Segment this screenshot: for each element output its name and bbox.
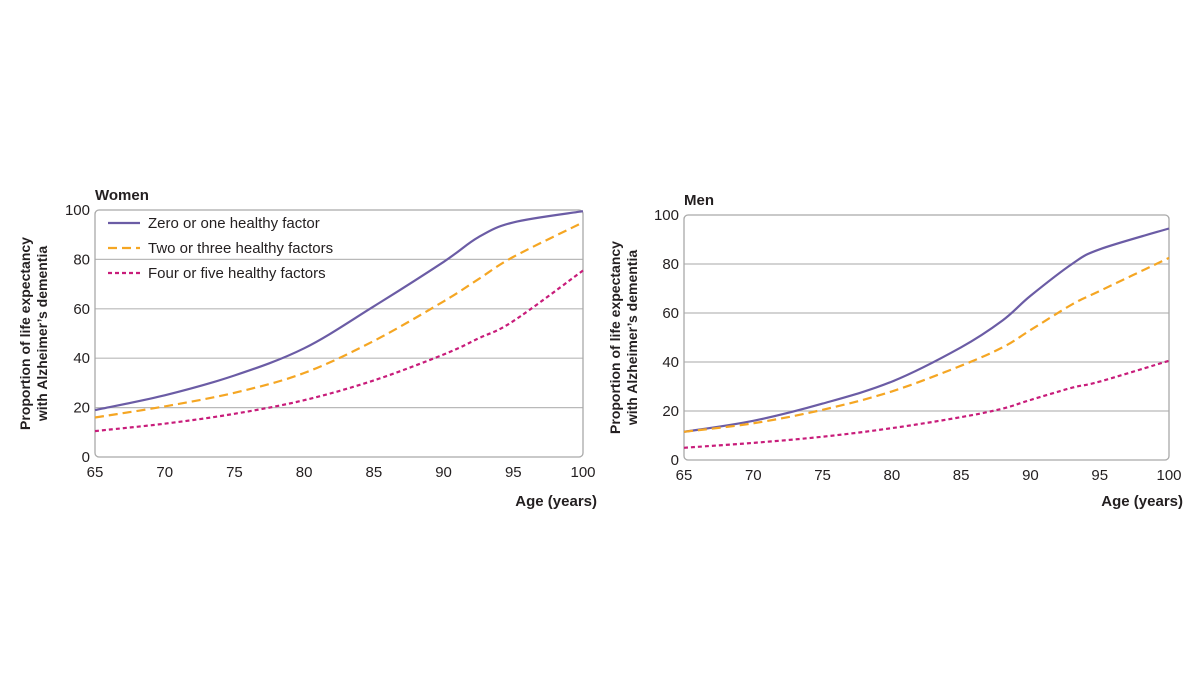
legend-label-0: Zero or one healthy factor	[148, 215, 320, 232]
chart-title: Women	[95, 187, 149, 204]
series-line-0	[94, 210, 584, 412]
y-tick-label: 20	[662, 403, 679, 420]
y-axis-label-line-0: Proportion of life expectancy	[17, 237, 33, 430]
x-tick-label: 100	[570, 464, 595, 481]
plot-frame	[94, 209, 584, 458]
legend-label-1: Two or three healthy factors	[148, 240, 333, 257]
x-tick-label: 65	[676, 467, 693, 484]
series-line-1	[683, 256, 1170, 433]
y-axis-label-line-1: with Alzheimer’s dementia	[624, 250, 640, 427]
plot-frame	[683, 214, 1170, 461]
x-tick-label: 95	[1091, 467, 1108, 484]
chart-title: Men	[684, 192, 714, 209]
x-tick-label: 90	[1022, 467, 1039, 484]
series-line-2	[683, 359, 1170, 449]
x-tick-label: 70	[156, 464, 173, 481]
y-tick-label: 40	[73, 350, 90, 367]
legend: Zero or one healthy factor Two or three h…	[108, 215, 333, 282]
y-tick-label: 60	[73, 301, 90, 318]
x-tick-label: 75	[814, 467, 831, 484]
y-tick-label: 80	[662, 256, 679, 273]
x-tick-label: 70	[745, 467, 762, 484]
legend-label-2: Four or five healthy factors	[148, 265, 326, 282]
x-tick-label: 100	[1156, 467, 1181, 484]
x-tick-label: 80	[884, 467, 901, 484]
x-tick-label: 80	[296, 464, 313, 481]
chart-panel-1: 0 20 40 60 80 100 65 70 75 80 85 90 95 100 Men Age (yea…	[607, 192, 1183, 510]
x-tick-label: 90	[435, 464, 452, 481]
y-tick-label: 40	[662, 354, 679, 371]
x-tick-label: 75	[226, 464, 243, 481]
chart-panel-0: 0 20 40 60 80 100 65 70 75 80 85 90 95 100 Women Age (y…	[17, 187, 597, 510]
x-tick-label: 95	[505, 464, 522, 481]
x-tick-label: 65	[87, 464, 104, 481]
y-tick-label: 0	[671, 452, 679, 469]
y-tick-label: 60	[662, 305, 679, 322]
series-line-0	[683, 227, 1170, 433]
y-tick-label: 100	[654, 207, 679, 224]
x-axis-label: Age (years)	[515, 493, 597, 510]
y-axis-label-line-0: Proportion of life expectancy	[607, 241, 623, 434]
y-tick-label: 100	[65, 202, 90, 219]
x-tick-label: 85	[366, 464, 383, 481]
y-tick-label: 0	[82, 449, 90, 466]
series-line-1	[94, 221, 584, 419]
y-tick-label: 20	[73, 400, 90, 417]
y-axis-label-line-1: with Alzheimer’s dementia	[34, 246, 50, 423]
x-axis-label: Age (years)	[1101, 493, 1183, 510]
x-tick-label: 85	[953, 467, 970, 484]
y-tick-label: 80	[73, 251, 90, 268]
